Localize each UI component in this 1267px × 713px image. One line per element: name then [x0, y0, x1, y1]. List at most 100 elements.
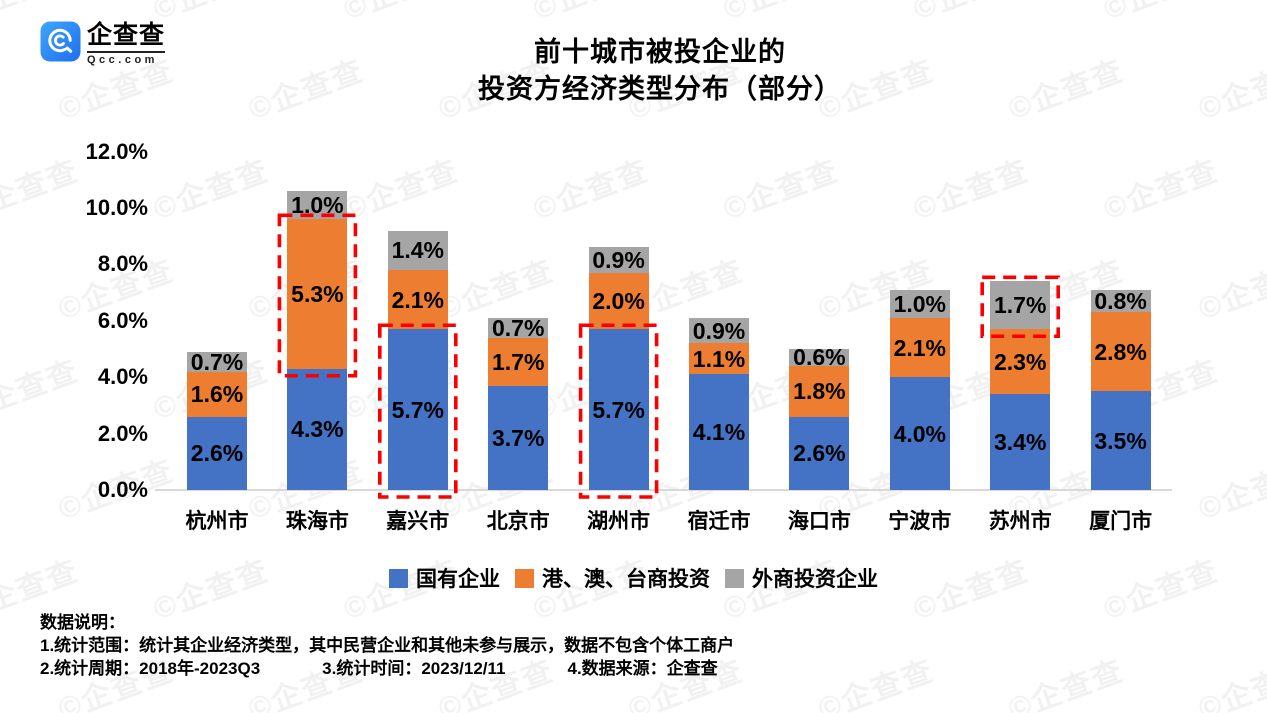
bar-value-label: 3.7%: [491, 424, 545, 451]
bar-segment: [889, 377, 950, 490]
watermark-item: ©企查查: [526, 0, 654, 28]
qcc-logo-subtext: Qcc.com: [87, 54, 158, 66]
bar-value-label: 0.9%: [692, 317, 746, 344]
bar-segment: [588, 247, 649, 273]
bar-value-label: 3.5%: [1094, 427, 1147, 454]
x-axis-label: 北京市: [486, 510, 550, 533]
legend-label: 港、澳、台商投资: [542, 568, 710, 591]
legend-item: 外商投资企业: [725, 563, 878, 593]
watermark-item: ©企查查: [149, 154, 274, 227]
y-axis-tick: 10.0%: [85, 195, 148, 220]
legend-item: 国有企业: [389, 563, 500, 593]
bar-value-label: 0.7%: [491, 314, 545, 341]
bar-segment: [689, 374, 749, 490]
bar-segment: [488, 317, 549, 338]
bar-segment: [387, 230, 448, 271]
x-axis-label: 湖州市: [587, 510, 651, 533]
chart-legend: 国有企业 港、澳、台商投资 外商投资企业: [0, 563, 1267, 593]
bar-segment: [588, 272, 649, 330]
bar-value-label: 0.8%: [1094, 288, 1147, 315]
watermark-item: ©企查查: [909, 154, 1034, 227]
y-axis-tick: 2.0%: [97, 420, 148, 446]
data-notes-line2: 2.统计周期：2018年-2023Q3 3.统计时间：2023/12/11 4.数据…: [40, 658, 734, 680]
bar-segment: [889, 317, 950, 378]
bar-segment: [990, 394, 1051, 490]
note-source: 4.数据来源：企查查: [567, 659, 718, 678]
bar-value-label: 2.1%: [391, 286, 445, 313]
bar-value-label: 1.8%: [793, 378, 846, 405]
bar-value-label: 2.8%: [1094, 338, 1147, 365]
legend-item: 港、澳、台商投资: [515, 563, 710, 593]
y-axis-tick: 8.0%: [97, 251, 148, 277]
x-axis-label: 宁波市: [888, 510, 952, 533]
bar-segment: [789, 416, 850, 490]
bar-value-label: 0.6%: [793, 344, 846, 371]
legend-label: 外商投资企业: [752, 568, 878, 591]
note-stat-time: 3.统计时间：2023/12/11: [322, 659, 506, 678]
bar-value-label: 1.1%: [692, 345, 746, 372]
y-axis-tick: 6.0%: [97, 307, 148, 333]
bar-value-label: 5.3%: [291, 281, 344, 307]
y-axis-tick: 12.0%: [85, 138, 148, 164]
watermark-item: ©企查查: [1194, 654, 1267, 713]
bar-segment: [1090, 312, 1151, 392]
x-axis-label: 嘉兴市: [386, 510, 450, 533]
legend-label: 国有企业: [416, 568, 500, 591]
data-notes: 数据说明： 1.统计范围：统计其企业经济类型，其中民营企业和其他未参与展示，数据…: [40, 611, 734, 680]
bar-segment: [1090, 289, 1151, 313]
bar-segment: [990, 329, 1051, 395]
bar-segment: [387, 270, 448, 330]
x-axis-label: 海口市: [787, 510, 851, 533]
watermark-item: ©企查查: [1194, 454, 1267, 527]
bar-segment: [789, 365, 850, 417]
bar-segment: [689, 317, 749, 344]
bar-value-label: 2.6%: [793, 440, 846, 467]
legend-swatch: [725, 568, 744, 588]
watermark-item: ©企查查: [716, 0, 844, 28]
bar-value-label: 1.7%: [993, 292, 1047, 319]
bar-value-label: 1.0%: [291, 192, 344, 219]
y-axis-tick: 4.0%: [97, 364, 148, 390]
bar-segment: [187, 416, 247, 490]
y-axis-tick: 0.0%: [97, 477, 148, 502]
bar-segment: [287, 368, 348, 490]
bar-value-label: 4.0%: [893, 420, 947, 447]
bar-value-label: 2.1%: [893, 334, 947, 361]
watermark-item: ©企查查: [1194, 254, 1267, 327]
qcc-logo-text: 企查查: [87, 21, 166, 53]
watermark-item: ©企查查: [529, 154, 654, 227]
watermark-item: ©企查查: [906, 0, 1034, 28]
watermark-item: ©企查查: [719, 154, 844, 227]
bar-value-label: 5.7%: [391, 396, 445, 423]
watermark-item: ©企查查: [146, 0, 274, 28]
x-axis-label: 厦门市: [1089, 510, 1153, 533]
x-axis-label: 苏州市: [988, 510, 1052, 533]
x-axis-label: 珠海市: [285, 510, 349, 533]
bar-segment: [789, 349, 850, 366]
data-notes-heading: 数据说明：: [40, 613, 125, 632]
watermark-item: ©企查查: [814, 654, 939, 713]
legend-swatch: [389, 568, 408, 588]
watermark-item: ©企查查: [1194, 54, 1267, 127]
bar-value-label: 1.7%: [491, 348, 545, 375]
bar-segment: [889, 289, 950, 318]
qcc-logo: 企查查 Qcc.com: [40, 21, 166, 66]
chart-title-line2: 投资方经济类型分布（部分）: [478, 74, 842, 104]
bar-value-label: 4.3%: [291, 416, 344, 443]
watermark-item: ©企查查: [336, 0, 464, 28]
bar-value-label: 3.4%: [993, 429, 1047, 456]
bar-value-label: 1.4%: [391, 237, 445, 264]
bar-value-label: 2.6%: [190, 440, 244, 467]
x-axis-label: 宿迁市: [687, 510, 751, 533]
bar-segment: [488, 337, 549, 386]
bar-value-label: 1.0%: [893, 290, 947, 317]
bar-segment: [1090, 391, 1151, 490]
watermark-item: ©企查查: [1099, 154, 1224, 227]
bar-segment: [488, 385, 549, 490]
bar-value-label: 2.3%: [993, 348, 1047, 375]
data-notes-line1: 1.统计范围：统计其企业经济类型，其中民营企业和其他未参与展示，数据不包含个体工…: [40, 636, 735, 655]
watermark-item: ©企查查: [1004, 654, 1129, 713]
bar-segment: [187, 351, 247, 372]
bar-value-label: 4.1%: [692, 419, 746, 446]
bar-value-label: 1.6%: [190, 381, 244, 408]
